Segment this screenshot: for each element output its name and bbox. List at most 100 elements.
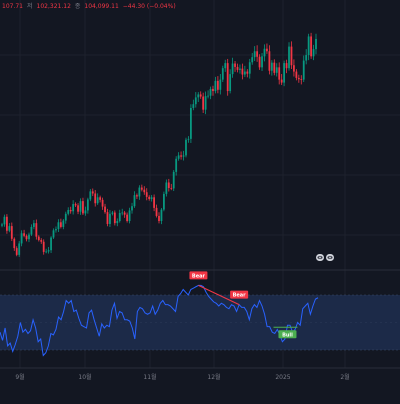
candle-body bbox=[268, 51, 271, 71]
candle-body bbox=[290, 46, 293, 66]
candle-body bbox=[64, 213, 67, 221]
candle-body bbox=[20, 233, 23, 244]
indicator-icons bbox=[316, 254, 334, 261]
candle-body bbox=[18, 243, 21, 255]
candle-body bbox=[121, 212, 124, 214]
candle-body bbox=[312, 49, 315, 57]
candle-body bbox=[104, 206, 106, 213]
candle-body bbox=[23, 233, 25, 236]
candle-body bbox=[96, 197, 99, 204]
candle-body bbox=[207, 95, 209, 97]
change-value: −44.30 (−0.04%) bbox=[122, 3, 176, 10]
candle-body bbox=[305, 55, 308, 61]
candle-body bbox=[37, 236, 40, 241]
candle-body bbox=[74, 204, 77, 206]
candle-body bbox=[45, 251, 48, 253]
candle-body bbox=[248, 62, 251, 74]
candle-body bbox=[123, 212, 126, 215]
x-axis: 9월 10월 11월 12월 2025 2월 bbox=[15, 373, 349, 381]
candle-body bbox=[50, 237, 52, 251]
candle-body bbox=[67, 210, 70, 214]
candle-body bbox=[202, 96, 205, 110]
divergence-tag-bull: Bull bbox=[278, 330, 297, 339]
candle-body bbox=[6, 216, 8, 231]
candle-body bbox=[155, 207, 158, 216]
candle-body bbox=[266, 48, 268, 52]
candle-body bbox=[300, 79, 303, 80]
candle-body bbox=[239, 68, 241, 70]
candle-body bbox=[236, 66, 239, 70]
candle-body bbox=[13, 238, 16, 249]
candle-body bbox=[136, 195, 138, 197]
candle-body bbox=[246, 71, 249, 74]
x-tick-label: 11월 bbox=[143, 373, 156, 381]
candle-body bbox=[307, 36, 310, 56]
candle-body bbox=[185, 139, 187, 156]
candle-body bbox=[72, 204, 75, 212]
candle-body bbox=[59, 222, 62, 227]
candle-body bbox=[165, 182, 168, 194]
candle-body bbox=[243, 71, 246, 75]
candle-body bbox=[160, 209, 163, 222]
candle-body bbox=[180, 155, 182, 157]
candle-body bbox=[187, 138, 190, 140]
candle-body bbox=[62, 220, 65, 227]
candle-body bbox=[15, 248, 18, 255]
candle-body bbox=[212, 88, 214, 92]
candle-body bbox=[109, 213, 111, 224]
candle-body bbox=[297, 77, 300, 80]
candle-body bbox=[256, 51, 259, 57]
candle-body bbox=[82, 201, 84, 214]
close-value: 104,099.11 bbox=[84, 3, 119, 10]
candle-body bbox=[42, 241, 45, 252]
eye-off-icon bbox=[316, 254, 324, 261]
candle-body bbox=[145, 192, 148, 197]
candle-body bbox=[167, 182, 170, 188]
rsi-line bbox=[0, 284, 319, 357]
low-value: 102,321.12 bbox=[36, 3, 71, 10]
candle-body bbox=[209, 88, 212, 96]
x-tick-label: 10월 bbox=[78, 373, 91, 381]
candle-body bbox=[8, 226, 11, 231]
candle-body bbox=[315, 38, 317, 50]
candle-body bbox=[189, 107, 192, 139]
candle-body bbox=[197, 94, 200, 98]
candle-body bbox=[275, 67, 278, 73]
candle-body bbox=[310, 36, 312, 57]
candle-body bbox=[138, 187, 141, 197]
candle-body bbox=[263, 48, 266, 57]
candle-body bbox=[84, 210, 87, 214]
candle-body bbox=[182, 155, 185, 157]
candle-body bbox=[221, 68, 224, 80]
candle-body bbox=[158, 215, 160, 222]
ohlc-legend: 107.71 저 102,321.12 종 104,099.11 −44.30 … bbox=[0, 0, 176, 14]
candle-body bbox=[224, 63, 227, 69]
candle-body bbox=[293, 65, 295, 72]
candle-body bbox=[148, 196, 151, 199]
divergence-tag-bear: Bear bbox=[230, 290, 249, 299]
candle-body bbox=[280, 79, 283, 83]
candle-body bbox=[113, 212, 116, 224]
candle-body bbox=[101, 199, 104, 207]
candle-body bbox=[231, 63, 234, 75]
candle-body bbox=[175, 158, 178, 172]
candle-body bbox=[94, 193, 97, 204]
candle-body bbox=[28, 234, 30, 240]
candle-body bbox=[194, 97, 197, 105]
candle-body bbox=[35, 223, 38, 237]
candle-body bbox=[219, 79, 222, 90]
candle-body bbox=[55, 229, 57, 231]
candle-body bbox=[229, 74, 232, 92]
candle-body bbox=[214, 80, 217, 92]
x-tick-label: 12월 bbox=[207, 373, 220, 381]
candle-body bbox=[226, 63, 229, 92]
x-tick-label: 9월 bbox=[15, 373, 24, 381]
candle-body bbox=[278, 67, 281, 80]
candle-body bbox=[99, 197, 102, 200]
candle-body bbox=[216, 80, 219, 90]
candle-body bbox=[288, 46, 290, 69]
candle-body bbox=[126, 214, 129, 222]
divergence-tag-bear: Bear bbox=[189, 271, 208, 280]
